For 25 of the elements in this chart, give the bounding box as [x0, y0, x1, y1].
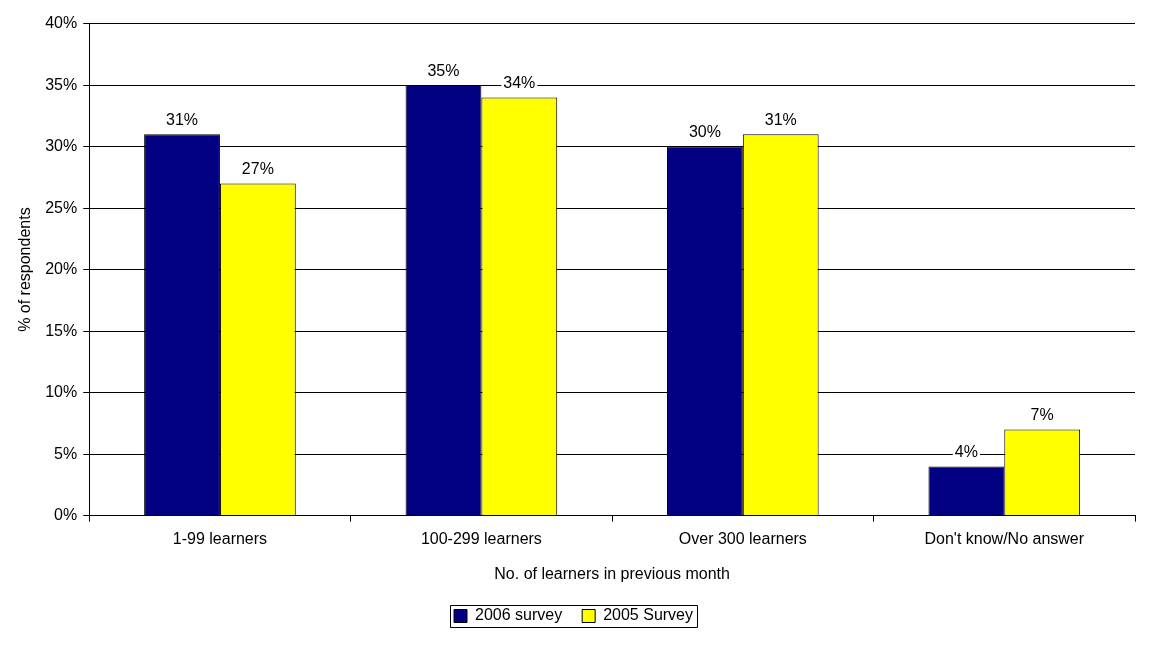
legend-label: 2006 survey [475, 606, 563, 624]
x-axis-title: No. of learners in previous month [494, 564, 730, 582]
data-label: 35% [427, 61, 460, 79]
data-label: 4% [954, 442, 978, 460]
y-tick-label: 40% [45, 14, 78, 32]
legend-label: 2005 Survey [603, 606, 694, 624]
x-tick-label: Over 300 learners [678, 529, 807, 547]
x-tick-label: Don't know/No answer [924, 529, 1085, 547]
data-label: 30% [688, 123, 721, 141]
data-label: 27% [241, 159, 274, 177]
y-tick-label: 15% [45, 321, 78, 339]
y-tick-label: 20% [45, 260, 78, 278]
x-tick-label: 100-299 learners [420, 529, 542, 547]
data-label: 31% [166, 110, 199, 128]
data-label: 34% [503, 73, 536, 91]
y-tick-label: 0% [54, 506, 78, 524]
y-tick-label: 5% [54, 444, 78, 462]
x-tick-label: 1-99 learners [172, 529, 268, 547]
data-label: 31% [764, 110, 797, 128]
y-tick-label: 10% [45, 383, 78, 401]
y-axis-title: % of respondents [16, 207, 34, 332]
y-tick-label: 35% [45, 75, 78, 93]
y-tick-label: 25% [45, 198, 78, 216]
data-label: 7% [1030, 405, 1054, 423]
y-tick-label: 30% [45, 137, 78, 155]
